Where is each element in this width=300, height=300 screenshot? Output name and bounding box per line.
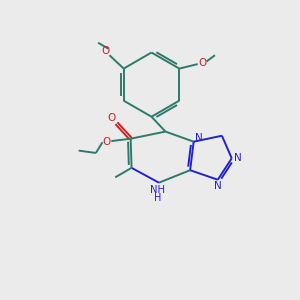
Text: O: O — [108, 113, 116, 124]
Text: N: N — [234, 153, 242, 163]
Text: O: O — [101, 46, 110, 56]
Text: NH: NH — [150, 185, 165, 195]
Text: N: N — [195, 133, 203, 143]
Text: O: O — [103, 137, 111, 147]
Text: H: H — [154, 193, 161, 203]
Text: O: O — [199, 58, 207, 68]
Text: N: N — [214, 181, 222, 191]
